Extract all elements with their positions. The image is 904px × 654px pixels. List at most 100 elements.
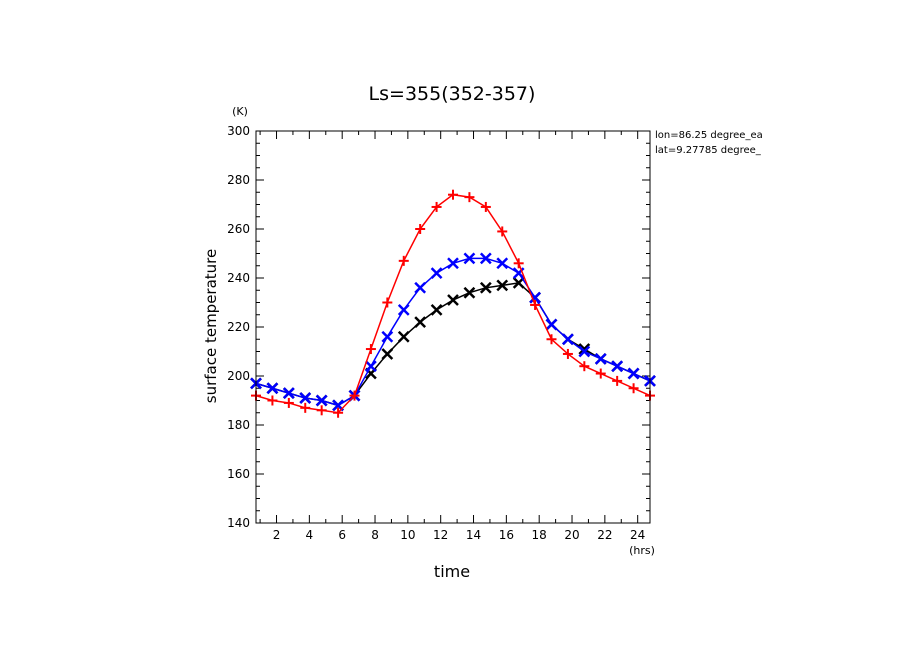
data-point-marker: [349, 390, 360, 401]
lat-annotation: lat=9.27785 degree_: [655, 145, 762, 156]
data-point-marker: [382, 297, 393, 308]
marker-stroke: [512, 277, 525, 289]
marker-stroke: [479, 281, 492, 294]
data-point-marker: [595, 368, 606, 379]
data-point-marker: [562, 333, 574, 346]
x-tick-label: 10: [400, 528, 415, 542]
x-tick-label: 24: [630, 528, 645, 542]
data-point-marker: [282, 387, 295, 400]
marker-stroke: [332, 399, 344, 412]
marker-stroke: [463, 252, 476, 265]
y-tick-label: 260: [227, 222, 250, 236]
data-point-marker: [562, 348, 573, 359]
data-point-marker: [381, 348, 394, 360]
x-tick-label: 8: [371, 528, 379, 542]
x-tick-label: 20: [564, 528, 579, 542]
data-point-marker: [611, 360, 624, 373]
series-0: [250, 277, 656, 412]
x-tick-label: 4: [306, 528, 314, 542]
data-point-marker: [448, 189, 458, 200]
x-tick-label: 14: [466, 528, 481, 542]
data-point-marker: [529, 291, 541, 304]
marker-stroke: [414, 281, 427, 294]
data-point-marker: [513, 258, 524, 269]
marker-stroke: [430, 267, 443, 279]
y-tick-label: 200: [227, 369, 250, 383]
x-tick-label: 16: [499, 528, 514, 542]
data-point-marker: [546, 334, 557, 345]
y-tick-label: 240: [227, 271, 250, 285]
data-point-marker: [530, 299, 541, 310]
marker-stroke: [529, 291, 541, 304]
y-tick-label: 280: [227, 173, 250, 187]
marker-stroke: [299, 392, 312, 404]
marker-stroke: [365, 360, 377, 373]
data-point-marker: [612, 375, 623, 386]
y-tick-label: 220: [227, 320, 250, 334]
data-point-marker: [397, 303, 410, 316]
marker-stroke: [545, 318, 558, 331]
data-point-marker: [512, 277, 525, 289]
data-point-marker: [267, 395, 278, 406]
x-tick-label: 22: [597, 528, 612, 542]
data-point-marker: [397, 330, 410, 343]
data-point-marker: [333, 407, 344, 418]
data-point-marker: [447, 294, 459, 306]
data-point-marker: [266, 382, 279, 395]
data-point-marker: [496, 279, 509, 292]
data-point-marker: [415, 224, 426, 234]
y-tick-label: 160: [227, 467, 250, 481]
marker-stroke: [496, 257, 509, 270]
y-tick-label: 140: [227, 516, 250, 530]
data-point-marker: [627, 367, 640, 380]
marker-stroke: [282, 387, 295, 400]
data-point-marker: [579, 361, 590, 372]
marker-stroke: [381, 348, 394, 360]
y-tick-label: 180: [227, 418, 250, 432]
data-point-marker: [447, 257, 459, 270]
data-point-marker: [398, 255, 409, 266]
marker-stroke: [562, 333, 574, 346]
marker-stroke: [414, 316, 427, 328]
data-point-marker: [431, 201, 442, 212]
marker-stroke: [479, 252, 492, 265]
marker-stroke: [397, 303, 410, 316]
x-tick-label: 18: [532, 528, 547, 542]
series-1: [250, 252, 656, 412]
x-tick-label: 12: [433, 528, 448, 542]
marker-stroke: [463, 286, 476, 299]
data-point-marker: [464, 192, 475, 203]
series-line: [255, 257, 651, 407]
data-point-marker: [479, 252, 492, 265]
data-point-marker: [497, 226, 508, 237]
marker-stroke: [578, 343, 591, 355]
data-point-marker: [430, 267, 443, 279]
marker-stroke: [594, 352, 607, 365]
data-point-marker: [479, 281, 492, 294]
y-axis-label: surface temperature: [202, 249, 220, 404]
data-point-marker: [480, 201, 491, 212]
y-axis-unit: (K): [232, 105, 248, 118]
data-point-marker: [300, 402, 311, 413]
data-point-marker: [545, 318, 558, 331]
data-point-marker: [316, 405, 327, 416]
marker-stroke: [447, 294, 459, 306]
series-line: [255, 193, 651, 414]
x-tick-label: 2: [273, 528, 281, 542]
data-point-marker: [594, 352, 607, 365]
data-point-marker: [365, 344, 376, 355]
marker-stroke: [578, 345, 591, 358]
marker-stroke: [266, 382, 279, 395]
data-point-marker: [283, 397, 294, 408]
marker-stroke: [315, 394, 328, 407]
data-point-marker: [463, 286, 476, 299]
marker-stroke: [430, 303, 443, 316]
data-point-marker: [463, 252, 476, 265]
data-point-marker: [315, 394, 328, 407]
series-2: [251, 189, 655, 418]
data-point-marker: [496, 257, 509, 270]
data-point-marker: [628, 383, 639, 394]
x-axis-unit: (hrs): [629, 544, 655, 557]
marker-stroke: [447, 257, 459, 270]
